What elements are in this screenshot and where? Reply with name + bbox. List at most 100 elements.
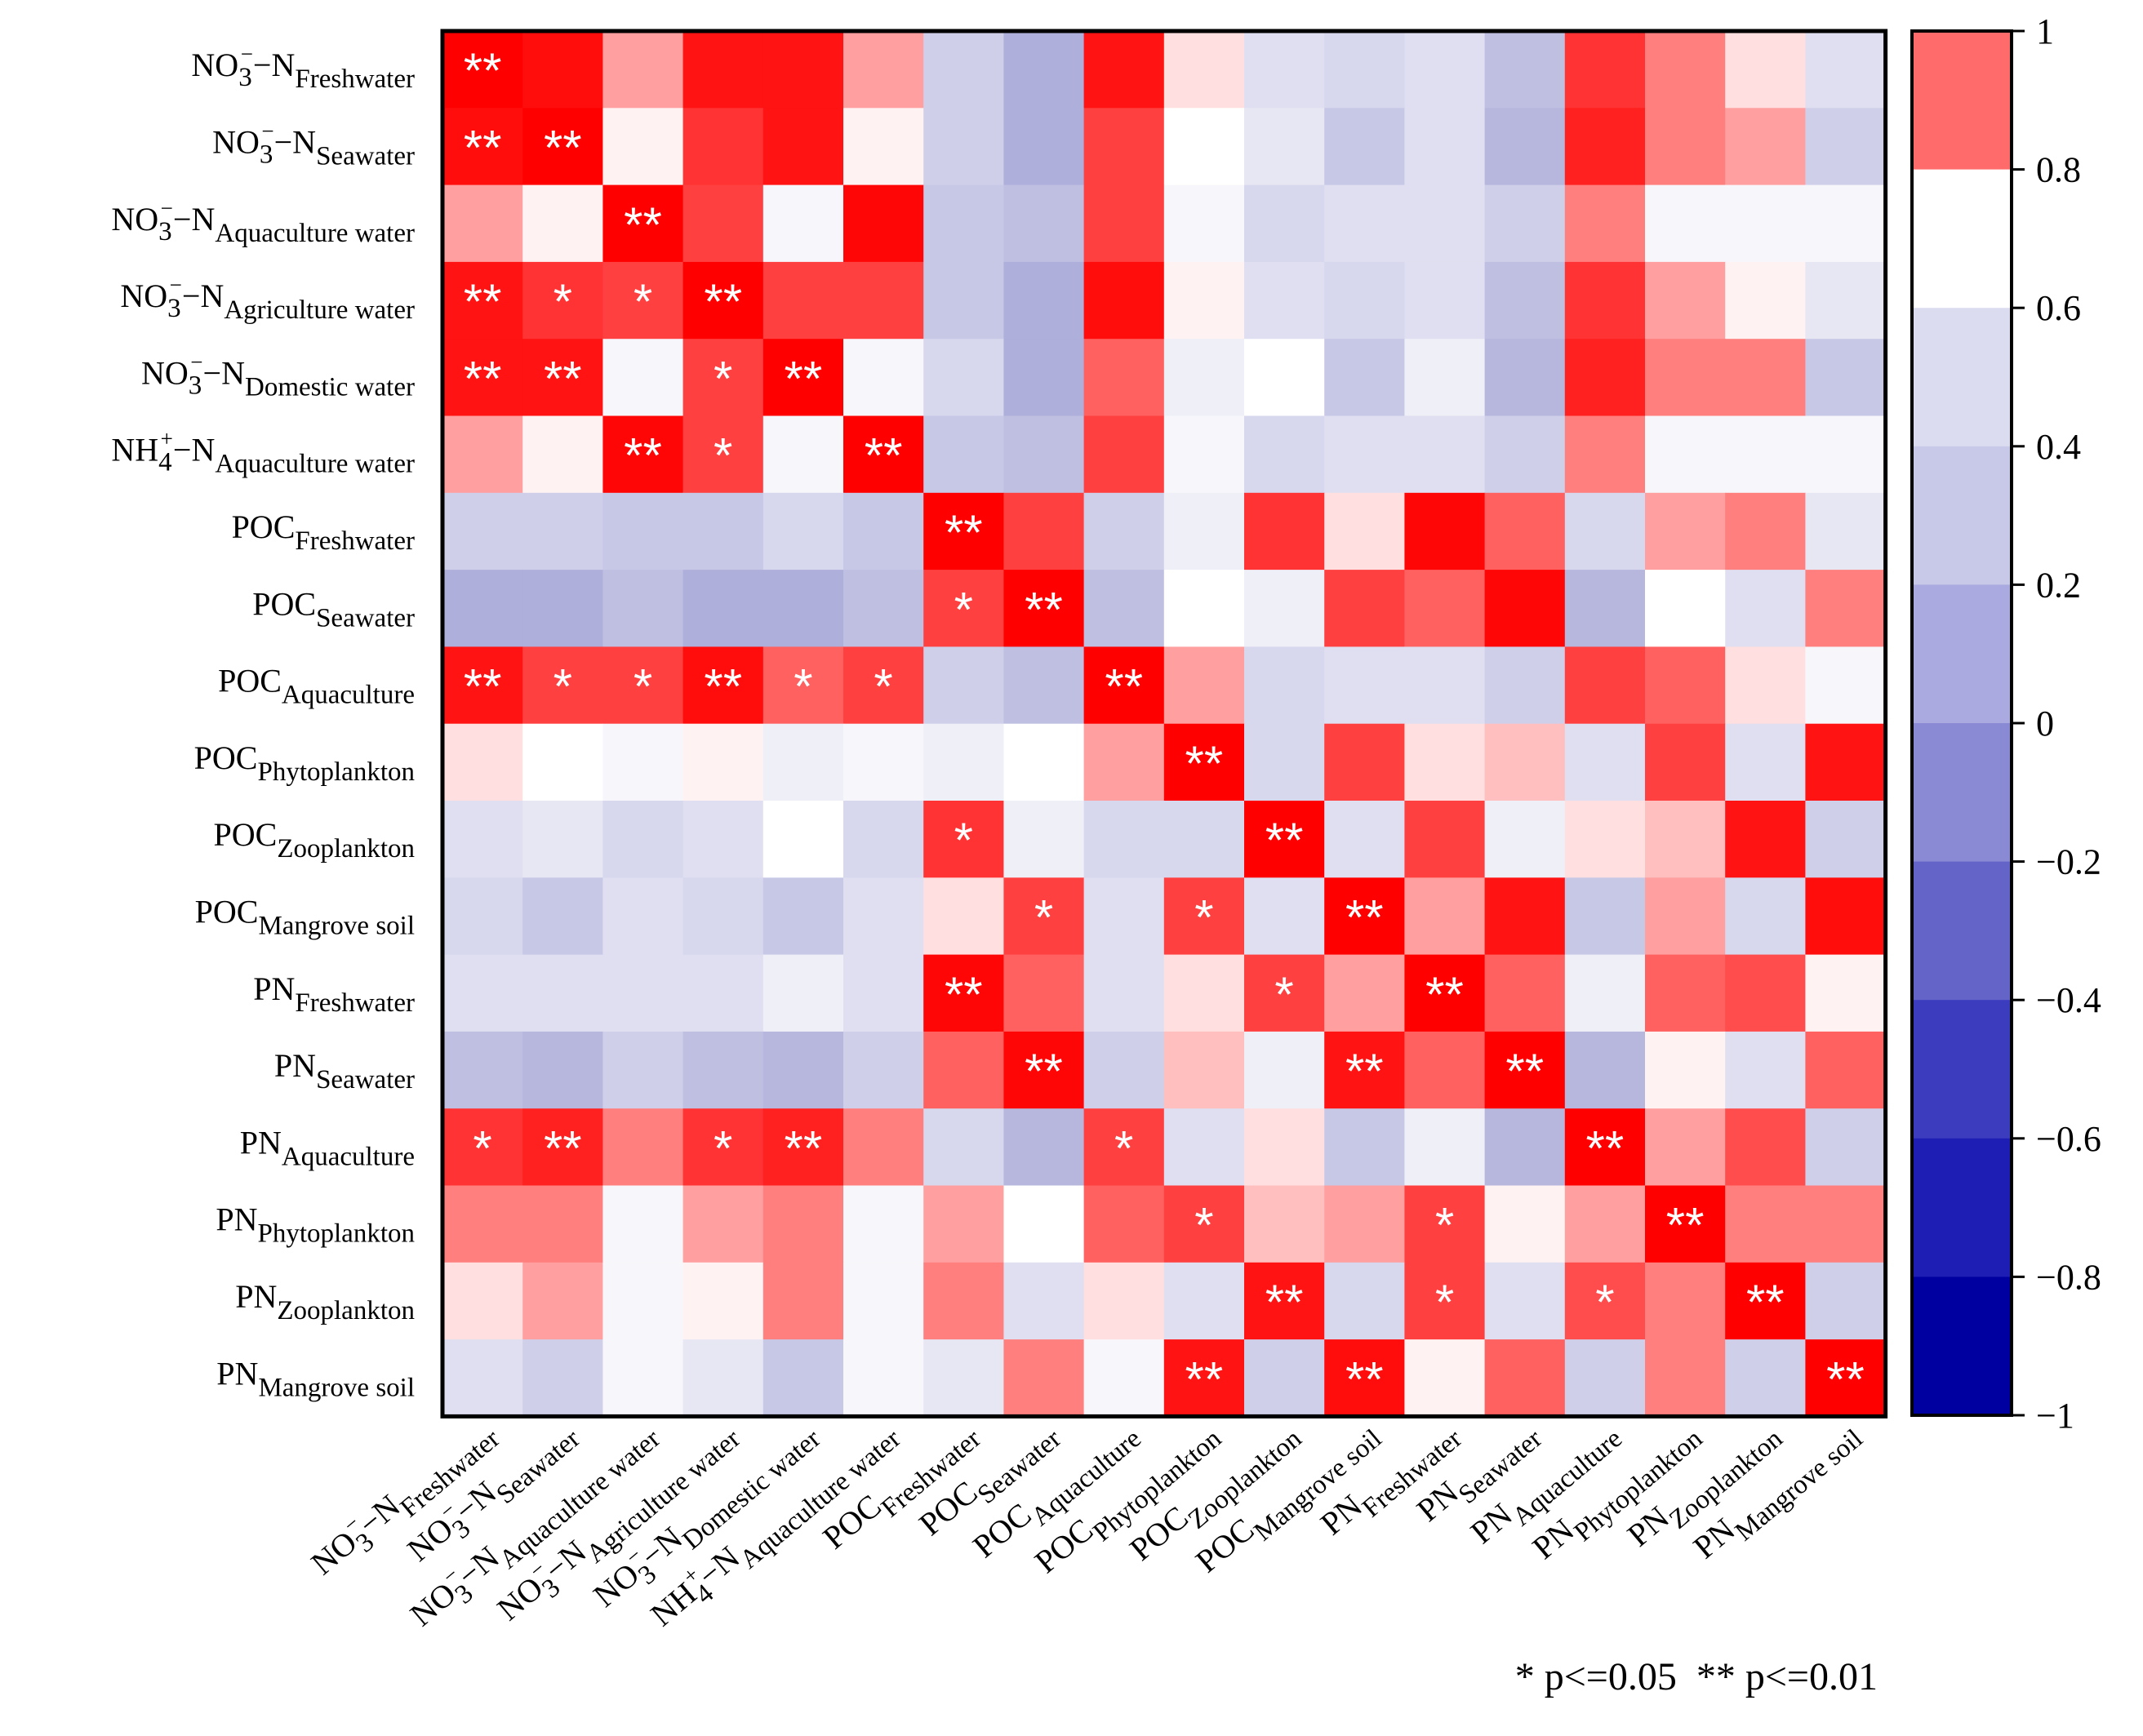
colorbar-segment-0: [1912, 31, 2012, 171]
heatmap-cell-r9-c13: [1484, 723, 1566, 801]
heatmap-cell-r5-c10: [1244, 415, 1325, 494]
heatmap-cells: [442, 31, 1887, 1417]
heatmap-cell-r9-c6: [923, 723, 1004, 801]
heatmap-cell-r14-c4: [762, 1108, 844, 1186]
heatmap-cell-r7-c4: [762, 570, 844, 647]
heatmap-cell-r13-c13: [1484, 1031, 1566, 1109]
heatmap-cell-r6-c13: [1484, 492, 1566, 571]
row-label-8: POCAquaculture: [218, 663, 415, 710]
heatmap-cell-r0-c2: [602, 31, 684, 109]
heatmap-cell-r12-c14: [1564, 954, 1646, 1032]
heatmap-cell-r13-c4: [762, 1031, 844, 1109]
row-labels: NO3−−NFreshwater NO3−−NSeawater NO3−−NAqua…: [111, 42, 415, 1402]
heatmap-cell-r6-c14: [1564, 492, 1646, 571]
heatmap-cell-r6-c11: [1324, 492, 1405, 571]
heatmap-cell-r4-c5: [843, 339, 924, 416]
heatmap-cell-r12-c2: [602, 954, 684, 1032]
heatmap-cell-r5-c15: [1645, 415, 1726, 494]
heatmap-cell-r6-c10: [1244, 492, 1325, 571]
heatmap-cell-r9-c17: [1805, 723, 1887, 801]
significance-mark-r14-c4: **: [785, 1121, 823, 1175]
row-label-15: PNPhytoplankton: [216, 1201, 415, 1249]
heatmap-cell-r14-c1: [522, 1108, 603, 1186]
colorbar-tick-label-10: −1: [2036, 1396, 2074, 1436]
colorbar-tick-label-2: 0.6: [2036, 288, 2081, 328]
heatmap-cell-r16-c11: [1324, 1262, 1405, 1340]
heatmap-cell-r4-c2: [602, 339, 684, 416]
row-label-6: POCFreshwater: [232, 508, 415, 556]
heatmap-cell-r9-c14: [1564, 723, 1646, 801]
heatmap-cell-r5-c3: [682, 415, 764, 494]
heatmap-cell-r5-c1: [522, 415, 603, 494]
heatmap-cell-r11-c6: [923, 877, 1004, 956]
heatmap-cell-r9-c5: [843, 723, 924, 801]
heatmap-cell-r5-c6: [923, 415, 1004, 494]
heatmap-cell-r12-c7: [1003, 954, 1085, 1032]
heatmap-cell-r8-c8: [1083, 646, 1165, 725]
heatmap-cell-r1-c7: [1003, 108, 1085, 186]
significance-mark-r17-c17: **: [1826, 1352, 1865, 1406]
heatmap-cell-r4-c15: [1645, 339, 1726, 416]
heatmap-cell-r3-c8: [1083, 261, 1165, 340]
heatmap-cell-r8-c14: [1564, 646, 1646, 725]
heatmap-cell-r9-c4: [762, 723, 844, 801]
heatmap-cell-r16-c13: [1484, 1262, 1566, 1340]
heatmap-cell-r17-c9: [1163, 1339, 1245, 1417]
heatmap-cell-r1-c4: [762, 108, 844, 186]
heatmap-cell-r4-c16: [1725, 339, 1806, 416]
heatmap-cell-r17-c0: [442, 1339, 523, 1417]
colorbar-tick-label-7: −0.4: [2036, 980, 2101, 1020]
heatmap-cell-r5-c8: [1083, 415, 1165, 494]
heatmap-cell-r9-c10: [1244, 723, 1325, 801]
heatmap-cell-r15-c8: [1083, 1185, 1165, 1263]
heatmap-cell-r3-c6: [923, 261, 1004, 340]
heatmap-cell-r10-c1: [522, 801, 603, 878]
row-label-16: PNZooplankton: [235, 1278, 415, 1325]
heatmap-cell-r6-c1: [522, 492, 603, 571]
heatmap-cell-r12-c16: [1725, 954, 1806, 1032]
heatmap-cell-r2-c6: [923, 184, 1004, 263]
heatmap-cell-r1-c8: [1083, 108, 1165, 186]
heatmap-cell-r14-c13: [1484, 1108, 1566, 1186]
heatmap-cell-r17-c16: [1725, 1339, 1806, 1417]
significance-mark-r8-c0: **: [464, 659, 502, 714]
significance-marks: **** ****** * * **** ** * **** * ***** **** * * ** * * *…: [464, 43, 1865, 1406]
heatmap-cell-r15-c4: [762, 1185, 844, 1263]
heatmap-cell-r2-c5: [843, 184, 924, 263]
heatmap-cell-r17-c12: [1404, 1339, 1486, 1417]
heatmap-cell-r7-c11: [1324, 570, 1405, 647]
heatmap-cell-r13-c12: [1404, 1031, 1486, 1109]
heatmap-cell-r8-c11: [1324, 646, 1405, 725]
heatmap-cell-r7-c15: [1645, 570, 1726, 647]
colorbar-tick-label-6: −0.2: [2036, 842, 2101, 882]
heatmap-cell-r14-c10: [1244, 1108, 1325, 1186]
heatmap-cell-r2-c13: [1484, 184, 1566, 263]
heatmap-cell-r0-c1: [522, 31, 603, 109]
colorbar-segment-6: [1912, 861, 2012, 1001]
heatmap-cell-r10-c10: [1244, 801, 1325, 878]
heatmap-cell-r4-c0: [442, 339, 523, 416]
heatmap-cell-r17-c1: [522, 1339, 603, 1417]
heatmap-cell-r11-c9: [1163, 877, 1245, 956]
colorbar-tick-label-8: −0.6: [2036, 1119, 2101, 1159]
heatmap-cell-r15-c5: [843, 1185, 924, 1263]
heatmap-cell-r2-c16: [1725, 184, 1806, 263]
row-label-11: POCMangrove soil: [195, 893, 415, 940]
heatmap-cell-r16-c6: [923, 1262, 1004, 1340]
heatmap-cell-r5-c4: [762, 415, 844, 494]
heatmap-cell-r15-c11: [1324, 1185, 1405, 1263]
heatmap-cell-r11-c8: [1083, 877, 1165, 956]
heatmap-cell-r0-c5: [843, 31, 924, 109]
heatmap-cell-r13-c1: [522, 1031, 603, 1109]
heatmap-cell-r13-c3: [682, 1031, 764, 1109]
heatmap-cell-r14-c2: [602, 1108, 684, 1186]
heatmap-cell-r4-c6: [923, 339, 1004, 416]
heatmap-cell-r1-c15: [1645, 108, 1726, 186]
significance-mark-r16-c12: *: [1435, 1275, 1454, 1330]
heatmap-cell-r14-c17: [1805, 1108, 1887, 1186]
colorbar-segment-4: [1912, 584, 2012, 724]
heatmap-cell-r1-c11: [1324, 108, 1405, 186]
heatmap-cell-r4-c13: [1484, 339, 1566, 416]
heatmap-cell-r3-c13: [1484, 261, 1566, 340]
heatmap-cell-r15-c2: [602, 1185, 684, 1263]
